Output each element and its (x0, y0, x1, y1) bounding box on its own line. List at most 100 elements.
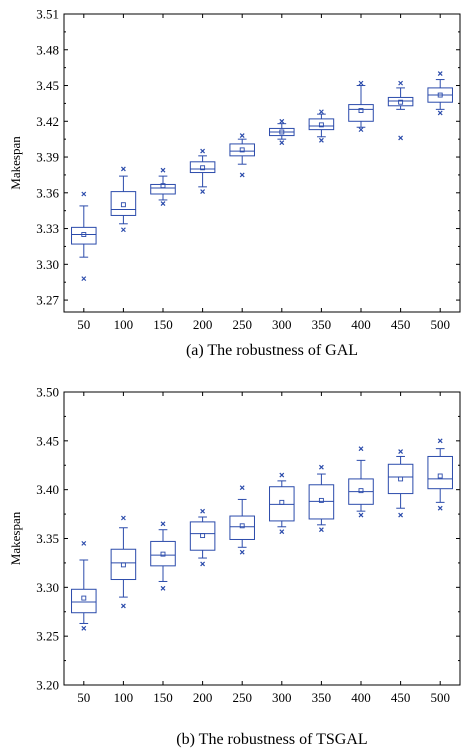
y-axis-label: Makespan (8, 511, 23, 565)
y-tick-label: 3.50 (36, 385, 59, 400)
mean-marker (160, 183, 166, 189)
box-iqr (71, 588, 97, 614)
x-tick-label: 450 (391, 317, 411, 332)
mean-marker (398, 476, 404, 482)
y-tick-label: 3.35 (36, 531, 59, 546)
mean-marker (120, 202, 126, 208)
outlier-marker (279, 472, 285, 478)
box-plot-300 (269, 472, 295, 535)
box-plot-350 (308, 464, 335, 533)
mean-marker (120, 562, 126, 568)
outlier-marker (318, 137, 324, 143)
outlier-marker (200, 561, 206, 567)
outlier-marker (318, 109, 324, 115)
outlier-marker (358, 80, 364, 86)
box-plot-500 (427, 438, 453, 511)
x-tick-label: 350 (312, 690, 332, 705)
y-tick-label: 3.51 (36, 7, 59, 22)
outlier-marker (279, 140, 285, 146)
box-plot-300 (269, 118, 295, 146)
mean-marker (239, 147, 245, 153)
box-plot-400 (348, 80, 374, 133)
box-plot-450 (387, 80, 414, 141)
y-tick-label: 3.45 (36, 433, 59, 448)
x-tick-label: 200 (193, 690, 213, 705)
box-iqr (110, 548, 137, 581)
outlier-marker (437, 71, 443, 77)
outlier-marker (160, 201, 166, 206)
y-axis-label: Makespan (8, 136, 23, 190)
y-tick-label: 3.42 (36, 114, 59, 129)
mean-marker (358, 108, 364, 114)
x-tick-label: 150 (153, 690, 173, 705)
outlier-marker (398, 449, 404, 455)
y-tick-label: 3.39 (36, 150, 59, 165)
outlier-marker (398, 80, 404, 86)
panel-b: 3.20 3.25 3.30 3.35 3.40 3.45 3.50 Makespan 50 10… (8, 385, 461, 748)
box-plot-150 (150, 167, 176, 206)
box-plot-350 (308, 109, 335, 143)
box-plot-450 (387, 449, 414, 518)
outlier-marker (437, 505, 443, 511)
x-tick-label: 500 (430, 690, 450, 705)
outlier-marker (398, 135, 404, 141)
outlier-marker (120, 515, 126, 521)
outlier-marker (358, 446, 364, 452)
y-tick-label: 3.45 (36, 78, 59, 93)
x-tick-label: 50 (77, 317, 90, 332)
x-tick-label: 300 (272, 690, 292, 705)
mean-marker (398, 99, 404, 105)
box-iqr (387, 463, 414, 495)
outlier-marker (358, 127, 364, 133)
outlier-marker (81, 276, 87, 282)
y-tick-label: 3.30 (36, 257, 59, 272)
y-tick-label: 3.36 (36, 185, 59, 200)
mean-marker (200, 165, 206, 171)
x-tick-label: 400 (351, 690, 371, 705)
outlier-marker (200, 189, 206, 195)
outlier-marker (200, 148, 206, 154)
box-plot-250 (229, 485, 255, 555)
box-plot-100 (110, 166, 137, 233)
y-tick-label: 3.48 (36, 42, 59, 57)
outlier-marker (160, 521, 166, 527)
outlier-marker (239, 485, 245, 491)
y-tick-label: 3.20 (36, 678, 59, 693)
box-iqr (229, 143, 255, 157)
outlier-marker (398, 512, 404, 518)
box-plot-50 (71, 191, 97, 282)
outlier-marker (120, 166, 126, 172)
mean-marker (437, 473, 443, 479)
box-plot-100 (110, 515, 137, 609)
x-tick-label: 100 (114, 317, 134, 332)
mean-marker (318, 497, 324, 503)
plot-frame (63, 13, 461, 313)
mean-marker (437, 92, 443, 98)
x-tick-label: 50 (77, 690, 90, 705)
box-iqr (189, 521, 216, 551)
outlier-marker (318, 464, 324, 470)
outlier-marker (200, 508, 206, 514)
box-iqr (348, 104, 374, 122)
box-plot-200 (189, 148, 216, 195)
box-iqr (150, 540, 176, 567)
box-iqr (189, 161, 216, 174)
y-tick-label: 3.25 (36, 629, 59, 644)
x-tick-label: 250 (232, 317, 252, 332)
outlier-marker (318, 527, 324, 533)
outlier-marker (81, 540, 87, 546)
outlier-marker (81, 191, 87, 197)
outlier-marker (120, 227, 126, 233)
outlier-marker (120, 603, 126, 609)
box-iqr (229, 515, 255, 540)
y-tick-label: 3.40 (36, 482, 59, 497)
x-tick-label: 200 (193, 317, 213, 332)
mean-marker (81, 232, 87, 237)
mean-marker (318, 122, 324, 128)
x-tick-label: 300 (272, 317, 292, 332)
outlier-marker (81, 625, 87, 631)
y-tick-label: 3.30 (36, 580, 59, 595)
box-plot-250 (229, 133, 255, 178)
x-tick-label: 150 (153, 317, 173, 332)
